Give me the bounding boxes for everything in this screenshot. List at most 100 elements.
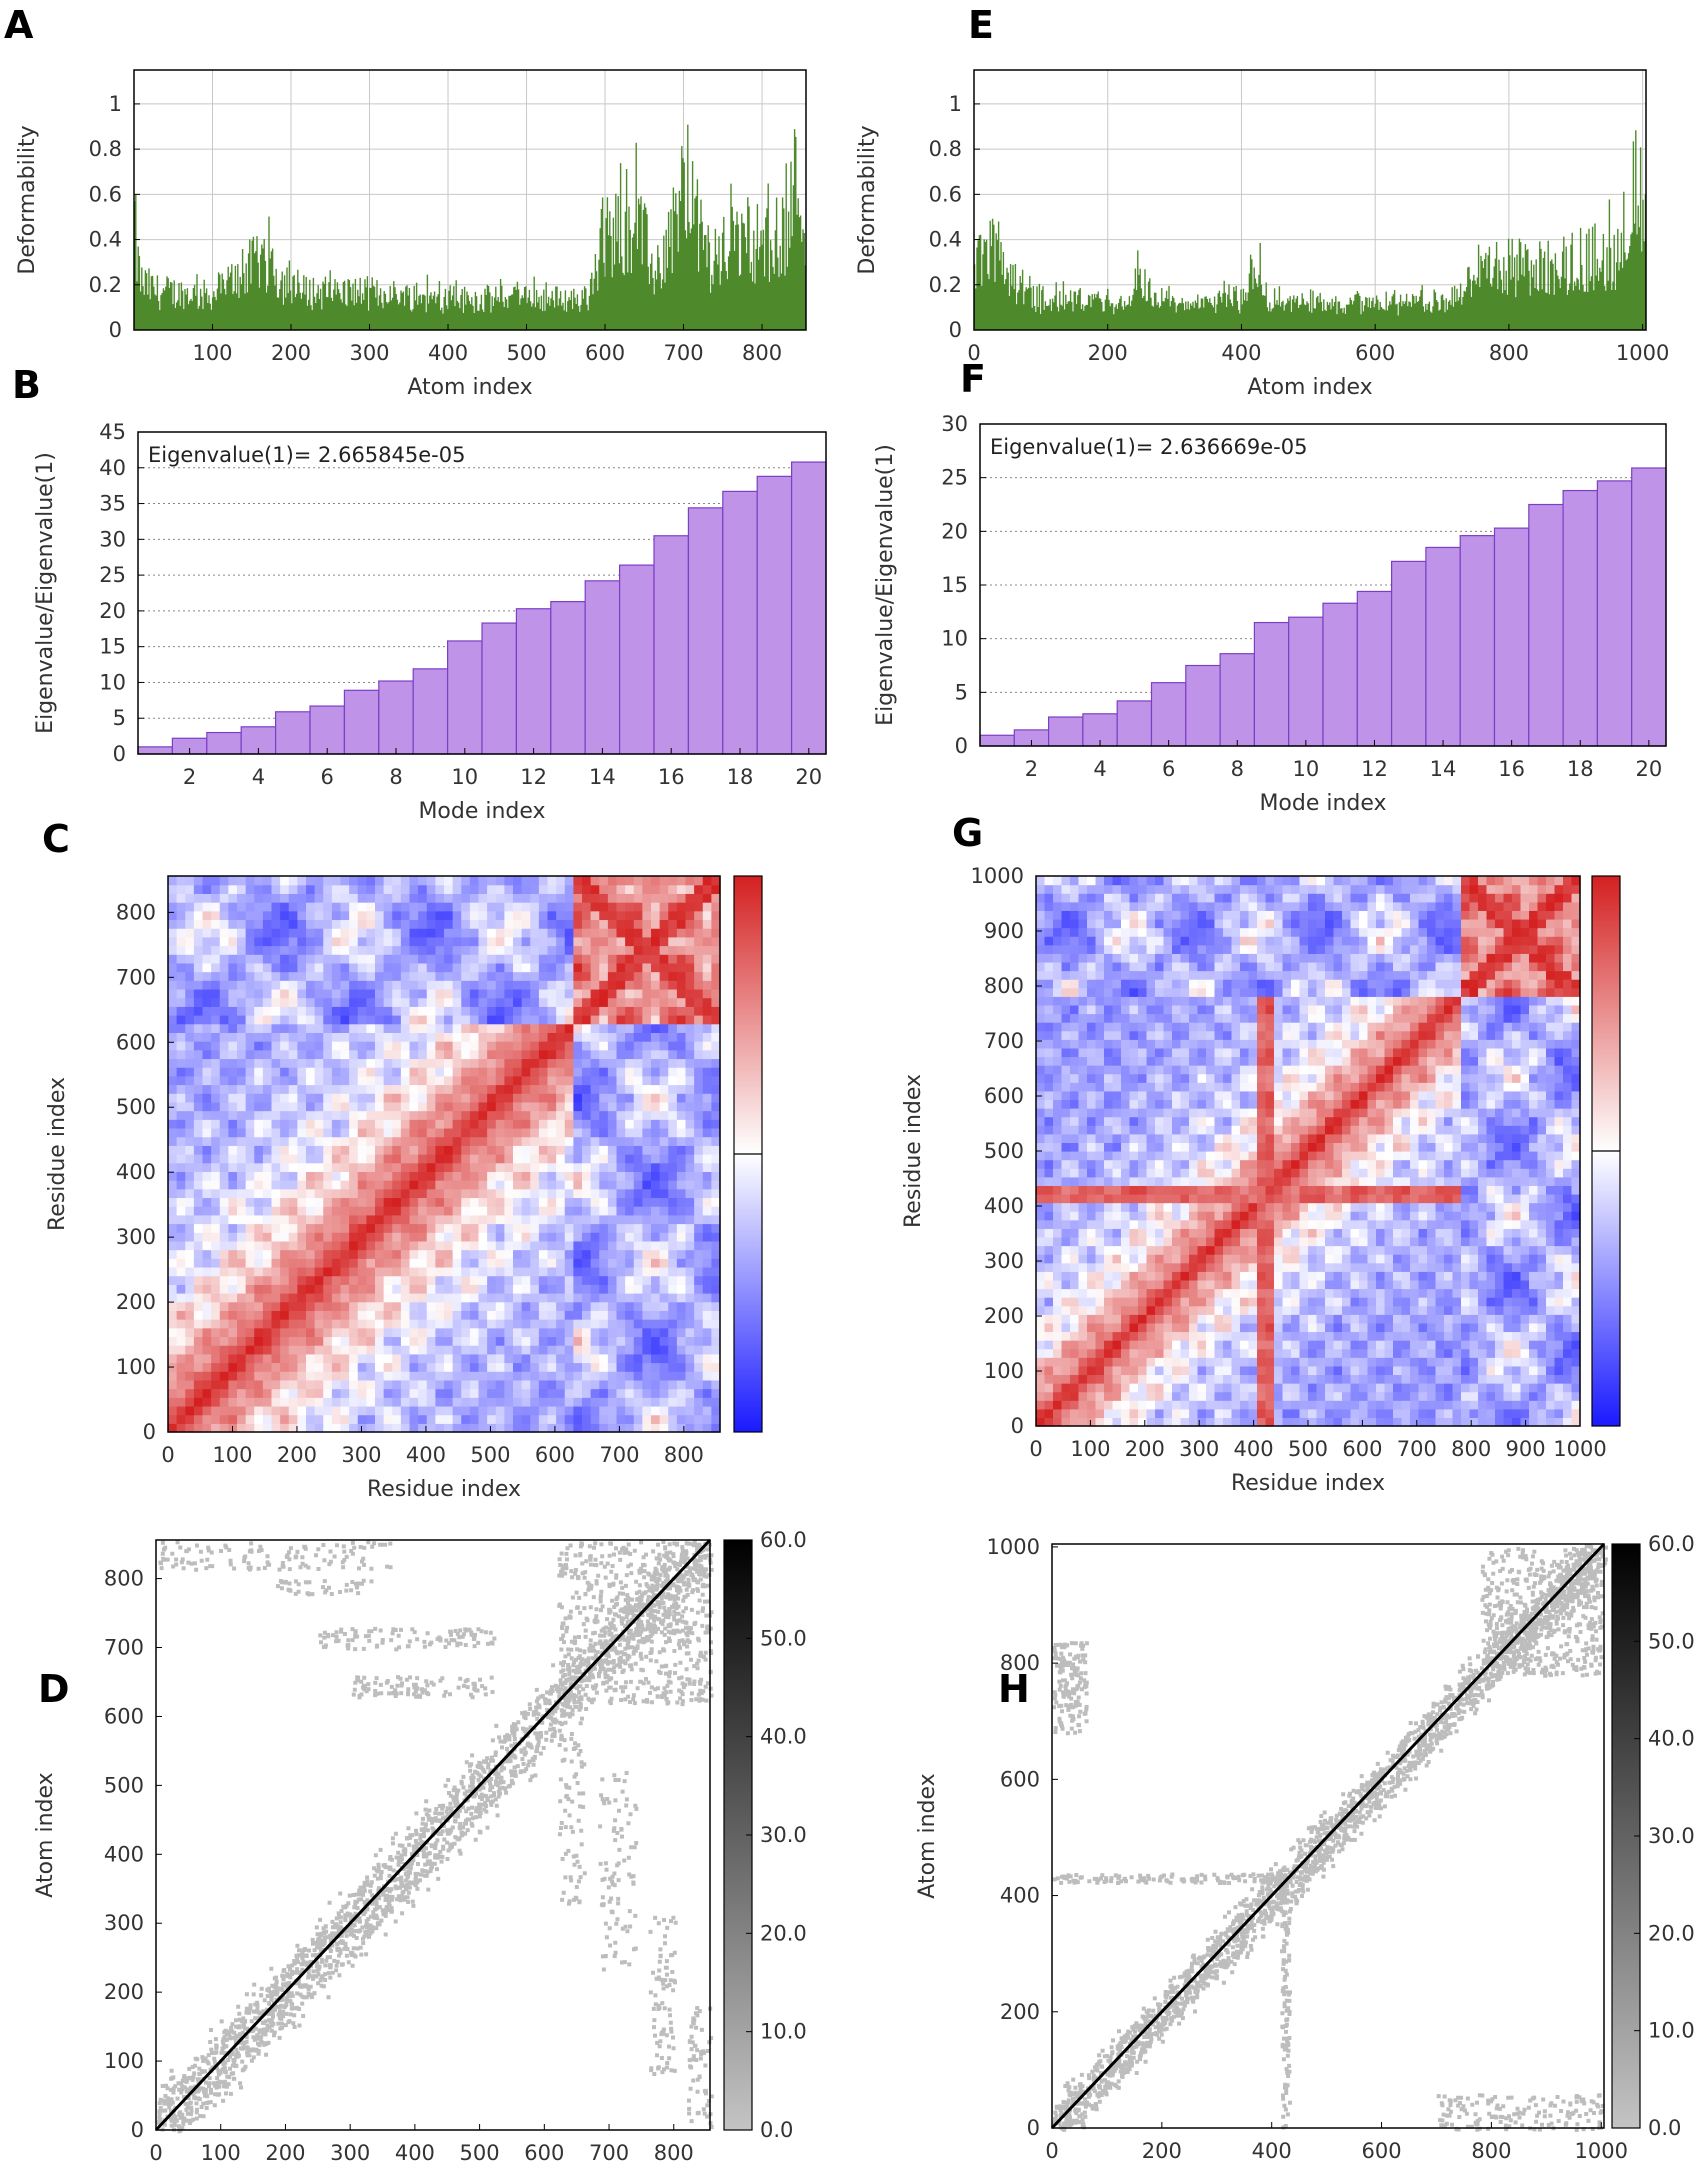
heatmap-cell (331, 1110, 342, 1120)
heatmap-cell (306, 1249, 316, 1259)
heatmap-cell (685, 1110, 695, 1120)
heatmap-cell (331, 1058, 342, 1068)
heatmap-cell (582, 1223, 592, 1233)
heatmap-cell (616, 997, 626, 1007)
heatmap-cell (297, 902, 307, 912)
x-tick-label: 200 (277, 1443, 317, 1467)
heatmap-cell (323, 1371, 333, 1381)
heatmap-cell (185, 1119, 195, 1129)
heatmap-cell (331, 1336, 342, 1346)
heatmap-cell (1070, 1417, 1080, 1427)
heatmap-cell (357, 1206, 367, 1216)
heatmap-cell (254, 1145, 264, 1155)
heatmap-cell (297, 1171, 307, 1181)
heatmap-cell (659, 1127, 669, 1138)
heatmap-cell (185, 1301, 195, 1311)
heatmap-cell (323, 1414, 333, 1424)
heatmap-cell (280, 1232, 290, 1242)
heatmap-cell (357, 1041, 367, 1051)
heatmap-cell (400, 1223, 411, 1233)
heatmap-cell (469, 1101, 480, 1112)
heatmap-cell (400, 1336, 411, 1346)
heatmap-cell (642, 1049, 652, 1060)
heatmap-cell (1486, 1365, 1496, 1376)
heatmap-cell (530, 1284, 540, 1294)
heatmap-cell (513, 1084, 523, 1094)
heatmap-cell (262, 1075, 273, 1086)
heatmap-cell (513, 1371, 523, 1381)
heatmap-cell (331, 1223, 342, 1233)
heatmap-cell (211, 997, 221, 1007)
heatmap-cell (409, 1136, 419, 1146)
heatmap-cell (288, 1293, 298, 1303)
heatmap-cell (1095, 1357, 1105, 1367)
heatmap-cell (651, 1388, 661, 1398)
heatmap-cell (582, 1093, 592, 1103)
heatmap-cell (642, 980, 652, 990)
heatmap-cell (176, 1266, 186, 1277)
heatmap-cell (383, 1301, 393, 1311)
heatmap-cell (530, 1171, 540, 1181)
heatmap-cell (633, 919, 643, 929)
heatmap-cell (633, 1206, 643, 1216)
heatmap-cell (495, 945, 505, 955)
heatmap-cell (211, 910, 221, 921)
heatmap-cell (469, 1084, 480, 1094)
heatmap-cell (694, 1405, 704, 1416)
heatmap-cell (685, 1119, 695, 1129)
heatmap-cell (582, 1162, 592, 1172)
x-tick-label: 18 (727, 765, 754, 789)
heatmap-cell (1537, 1417, 1547, 1427)
heatmap-cell (607, 988, 618, 999)
heatmap-cell (1180, 1383, 1190, 1393)
heatmap-cell (495, 1154, 505, 1164)
heatmap-cell (202, 1101, 212, 1112)
heatmap-cell (297, 1049, 307, 1060)
heatmap-cell (590, 1223, 600, 1233)
heatmap-cell (1231, 1365, 1241, 1376)
heatmap-cell (582, 1353, 592, 1364)
heatmap-cell (694, 1353, 704, 1364)
heatmap-cell (1223, 1408, 1233, 1418)
heatmap-cell (633, 962, 643, 973)
heatmap-cell (297, 1006, 307, 1016)
heatmap-cell (478, 1319, 488, 1329)
heatmap-cell (599, 1119, 609, 1129)
heatmap-cell (1146, 1374, 1156, 1384)
heatmap-cell (193, 1206, 204, 1216)
heatmap-cell (668, 1075, 678, 1086)
heatmap-cell (228, 1249, 238, 1259)
heatmap-cell (711, 1049, 721, 1060)
heatmap-cell (590, 1405, 600, 1416)
heatmap-cell (513, 1423, 523, 1433)
heatmap-cell (1231, 1417, 1241, 1427)
heatmap-cell (262, 1405, 273, 1416)
heatmap-cell (1172, 1357, 1182, 1367)
heatmap-cell (228, 1110, 238, 1120)
heatmap-cell (185, 1206, 195, 1216)
heatmap-cell (1308, 1417, 1318, 1427)
eigen-bar (1150, 682, 1187, 747)
heatmap-cell (409, 1423, 419, 1433)
contact-map-d: 0 100 200 300 400 500 600 700 800010020030040050… (33, 1528, 807, 2165)
heatmap-cell (340, 1310, 350, 1320)
heatmap-cell (582, 1249, 592, 1259)
heatmap-cell (288, 1388, 298, 1398)
heatmap-cell (1274, 1348, 1284, 1358)
heatmap-cell (469, 1258, 480, 1268)
heatmap-cell (547, 936, 557, 947)
heatmap-cell (409, 1240, 419, 1251)
heatmap-cell (685, 1414, 695, 1424)
heatmap-cell (469, 1136, 480, 1146)
heatmap-cell (254, 1405, 264, 1416)
heatmap-cell (418, 971, 428, 981)
heatmap-cell (237, 1319, 247, 1329)
heatmap-cell (711, 928, 721, 938)
heatmap-cell (314, 1371, 324, 1381)
heatmap-cell (271, 1379, 281, 1390)
heatmap-cell (366, 971, 376, 981)
heatmap-cell (1520, 1365, 1530, 1376)
heatmap-cell (1163, 1374, 1173, 1384)
heatmap-cell (478, 1293, 488, 1303)
heatmap-cell (245, 1293, 255, 1303)
